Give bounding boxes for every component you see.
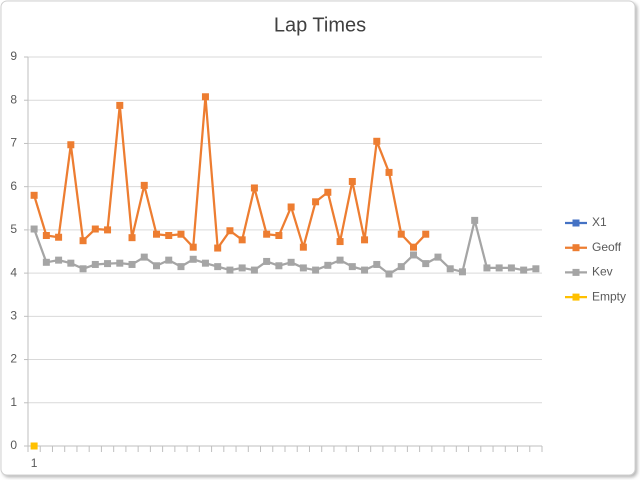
data-point <box>104 260 112 268</box>
legend-label: Kev <box>592 265 613 279</box>
data-point <box>91 260 99 268</box>
chart-title: Lap Times <box>274 14 366 36</box>
data-point <box>30 225 38 233</box>
data-point <box>410 243 417 251</box>
legend-label: X1 <box>592 215 607 229</box>
data-point <box>226 266 234 274</box>
data-point <box>361 266 369 274</box>
data-point <box>324 261 332 269</box>
data-point <box>287 258 295 266</box>
data-point <box>201 93 209 101</box>
data-point <box>299 264 307 272</box>
data-point <box>275 232 283 240</box>
y-tick-label: 0 <box>10 438 17 452</box>
data-point <box>348 177 356 185</box>
data-point <box>275 262 283 270</box>
data-point <box>30 442 38 450</box>
data-point <box>373 137 381 145</box>
data-point <box>312 198 320 206</box>
data-point <box>410 251 417 259</box>
y-tick-label: 5 <box>10 222 17 236</box>
data-point <box>336 238 344 246</box>
data-point <box>91 225 99 233</box>
data-point <box>238 236 246 244</box>
data-point <box>42 232 50 240</box>
data-point <box>287 203 295 211</box>
data-point <box>189 243 197 251</box>
data-point <box>153 230 160 238</box>
data-point <box>140 253 148 261</box>
data-point <box>153 262 160 270</box>
data-point <box>250 266 258 274</box>
data-point <box>532 265 540 273</box>
data-point <box>250 184 258 192</box>
data-point <box>361 236 369 244</box>
data-point <box>324 188 332 196</box>
data-point <box>214 244 222 252</box>
data-point <box>226 227 234 235</box>
data-point <box>471 216 479 224</box>
data-point <box>67 259 75 267</box>
legend-marker <box>572 219 580 227</box>
data-point <box>201 259 209 267</box>
data-point <box>434 253 442 261</box>
data-point <box>116 259 124 267</box>
data-point <box>238 264 246 272</box>
data-point <box>495 264 503 272</box>
data-point <box>263 230 271 238</box>
data-point <box>348 263 356 271</box>
data-point <box>312 266 320 274</box>
data-point <box>177 230 185 238</box>
data-point <box>55 233 63 241</box>
legend-marker <box>572 244 580 252</box>
data-point <box>128 260 136 268</box>
data-point <box>520 266 528 274</box>
data-point <box>140 181 148 189</box>
data-point <box>385 270 393 278</box>
data-point <box>422 260 430 268</box>
legend-marker <box>572 293 580 301</box>
data-point <box>177 263 185 271</box>
data-point <box>507 264 515 272</box>
data-point <box>189 255 197 263</box>
legend-label: Geoff <box>592 240 622 254</box>
data-point <box>446 265 454 273</box>
data-point <box>79 237 87 245</box>
data-point <box>165 256 173 264</box>
data-point <box>214 263 222 271</box>
legend-marker <box>572 268 580 276</box>
data-point <box>373 260 381 268</box>
data-point <box>458 268 466 276</box>
data-point <box>422 230 430 238</box>
data-point <box>42 258 50 266</box>
x-tick-label: 1 <box>31 456 38 470</box>
data-point <box>30 191 38 199</box>
data-point <box>104 226 112 234</box>
data-point <box>397 263 405 271</box>
data-point <box>385 168 393 176</box>
legend-label: Empty <box>592 289 626 303</box>
y-tick-label: 4 <box>10 265 17 279</box>
data-point <box>128 234 136 242</box>
data-point <box>116 101 124 109</box>
data-point <box>299 243 307 251</box>
data-point <box>79 265 87 273</box>
y-tick-label: 8 <box>10 92 17 106</box>
y-tick-label: 9 <box>10 49 17 63</box>
y-tick-label: 6 <box>10 179 17 193</box>
data-point <box>55 256 63 264</box>
y-tick-label: 3 <box>10 309 17 323</box>
data-point <box>67 141 75 149</box>
data-point <box>483 264 491 272</box>
data-point <box>165 232 173 240</box>
y-tick-label: 2 <box>10 352 17 366</box>
data-point <box>263 257 271 265</box>
data-point <box>336 256 344 264</box>
y-tick-label: 7 <box>10 136 17 150</box>
data-point <box>397 230 405 238</box>
y-tick-label: 1 <box>10 395 17 409</box>
